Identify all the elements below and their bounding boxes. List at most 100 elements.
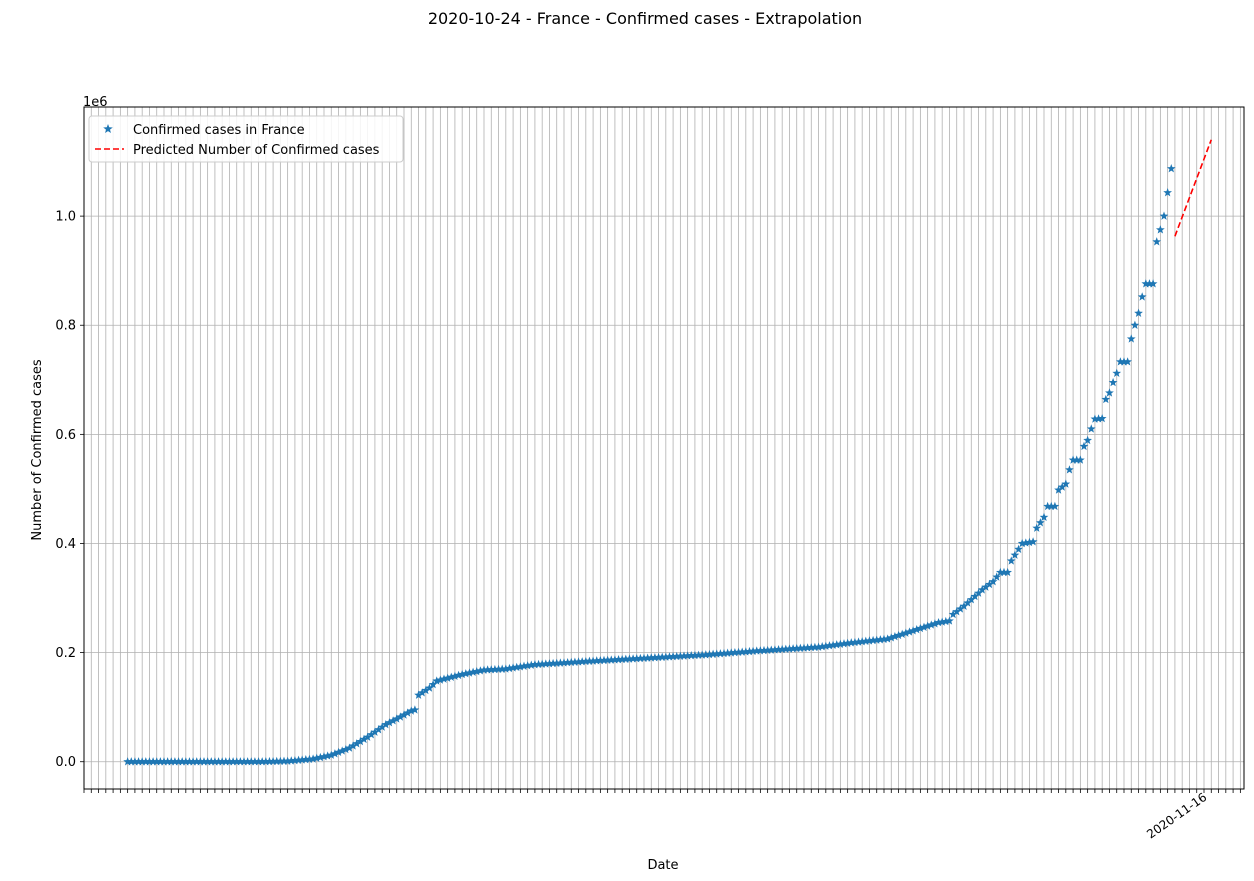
data-point: [777, 644, 787, 654]
data-point: [657, 652, 667, 661]
data-point: [512, 662, 522, 672]
data-point: [1068, 455, 1078, 464]
data-point: [388, 716, 398, 725]
data-point: [1090, 414, 1100, 423]
data-point: [1137, 292, 1147, 301]
data-point: [599, 655, 609, 665]
data-point: [137, 757, 147, 766]
data-point: [370, 727, 380, 736]
data-point: [283, 756, 293, 765]
data-point: [443, 673, 453, 682]
data-point: [374, 725, 383, 734]
data-point: [737, 647, 747, 656]
data-point: [752, 646, 762, 655]
data-point: [392, 714, 402, 723]
data-point: [945, 616, 954, 625]
data-point: [250, 757, 260, 766]
chart-title: 2020-10-24 - France - Confirmed cases - …: [428, 9, 862, 28]
data-point: [257, 757, 267, 766]
data-point: [654, 652, 663, 662]
data-point: [603, 655, 613, 664]
data-point: [875, 635, 885, 644]
data-point: [446, 672, 456, 681]
data-point: [337, 746, 347, 755]
data-point: [1032, 523, 1042, 532]
data-point: [690, 650, 700, 660]
data-point: [792, 643, 802, 653]
data-point: [141, 757, 151, 766]
data-point: [966, 595, 976, 604]
data-point: [421, 685, 431, 695]
data-point: [803, 643, 813, 652]
data-point: [817, 642, 827, 651]
data-point: [843, 638, 853, 647]
data-point: [279, 756, 289, 765]
data-point: [905, 627, 914, 636]
data-point: [1130, 320, 1140, 329]
data-point: [610, 655, 620, 664]
data-point: [719, 648, 729, 658]
data-point: [530, 660, 540, 669]
data-point: [683, 651, 693, 660]
data-point: [439, 674, 449, 683]
data-point: [432, 676, 442, 685]
y-tick-label: 0.8: [55, 319, 76, 334]
data-point: [345, 743, 354, 752]
data-point: [417, 688, 427, 697]
data-point: [985, 579, 994, 589]
data-point: [814, 642, 823, 651]
data-point: [315, 752, 325, 762]
data-point: [410, 705, 420, 714]
data-point: [708, 649, 718, 658]
data-point: [163, 757, 173, 766]
data-point: [628, 654, 638, 663]
data-point: [948, 609, 958, 619]
data-point: [715, 649, 725, 658]
data-point: [1025, 537, 1034, 547]
data-point: [781, 644, 791, 653]
data-point: [414, 690, 423, 699]
data-point: [174, 757, 183, 766]
x-axis-ticks: 2020-11-16: [83, 789, 1241, 841]
data-point: [941, 616, 951, 626]
data-point: [1043, 501, 1053, 511]
data-point: [668, 652, 678, 661]
data-point: [810, 642, 820, 652]
data-point: [526, 660, 536, 669]
data-point: [123, 757, 133, 766]
data-point: [672, 651, 682, 661]
data-point: [537, 659, 547, 668]
data-point: [465, 668, 474, 677]
series-predicted-cases: [1174, 139, 1213, 237]
y-tick-label: 1.0: [55, 210, 76, 225]
data-point: [643, 653, 653, 662]
data-point: [381, 720, 391, 729]
data-point: [970, 591, 980, 601]
data-point: [861, 636, 871, 645]
data-point: [646, 653, 656, 662]
data-point: [825, 641, 834, 650]
grid: [83, 107, 1244, 789]
legend-marker-confirmed: [103, 124, 113, 134]
data-point: [406, 706, 416, 715]
data-point: [806, 642, 816, 652]
data-point: [195, 757, 205, 766]
data-point: [352, 739, 362, 748]
data-point: [886, 633, 896, 642]
data-point: [508, 663, 518, 672]
legend: Confirmed cases in France Predicted Numb…: [88, 115, 404, 163]
data-point: [366, 730, 376, 739]
data-point: [1101, 394, 1111, 404]
legend-label-predicted: Predicted Number of Confirmed cases: [133, 143, 380, 158]
data-point: [992, 572, 1002, 581]
data-point: [632, 654, 642, 663]
data-point: [181, 757, 191, 766]
data-point: [1145, 279, 1154, 288]
data-point: [1094, 414, 1103, 423]
data-point: [981, 582, 991, 591]
data-point: [294, 755, 303, 764]
data-point: [679, 651, 689, 660]
y-tick-label: 0.4: [55, 537, 76, 552]
data-point: [1083, 435, 1093, 445]
data-point: [1039, 512, 1049, 522]
